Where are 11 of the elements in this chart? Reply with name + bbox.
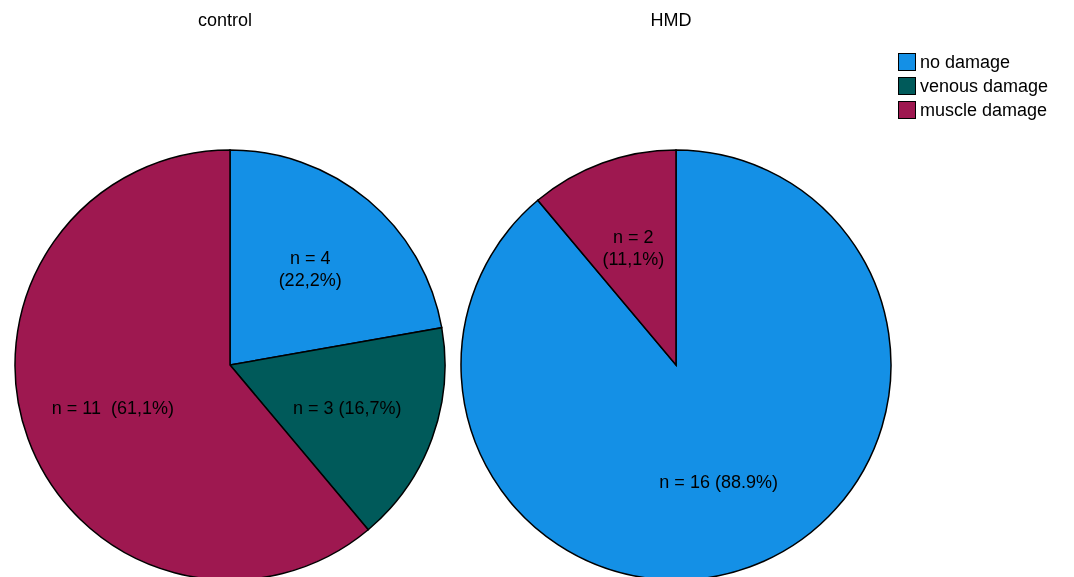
data-label: n = 2 (11,1%) [602, 226, 665, 269]
data-label: n = 16 (88.9%) [659, 472, 778, 493]
legend-label: muscle damage [920, 99, 1048, 121]
chart-title: control [197, 10, 253, 30]
legend-label: venous damage [920, 75, 1049, 97]
data-label: n = 11 (61,1%) [51, 397, 174, 418]
pie-slice [460, 149, 892, 577]
data-label: n = 4 (22,2%) [278, 248, 342, 291]
data-label: n = 3 (16,7%) [292, 397, 402, 418]
legend-label: no damage [920, 51, 1011, 73]
chart-title: HMD [650, 10, 692, 30]
